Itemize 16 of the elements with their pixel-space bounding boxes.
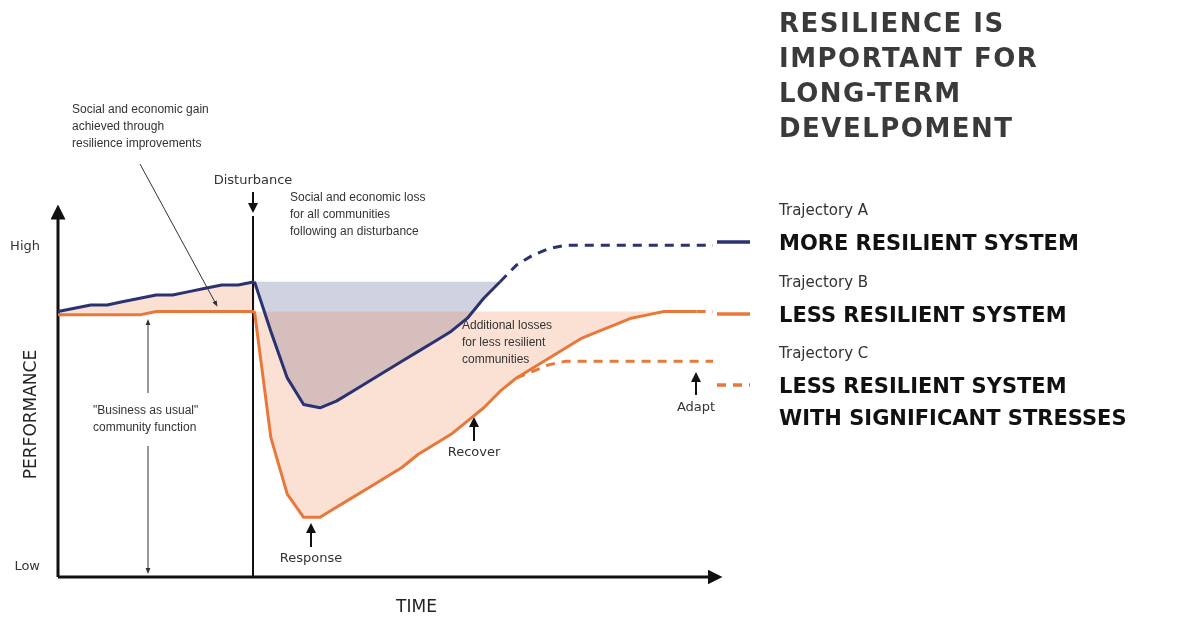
x-axis-title: TIME bbox=[395, 596, 437, 616]
y-axis-title: PERFORMANCE bbox=[20, 349, 40, 480]
text: High bbox=[10, 238, 40, 253]
annotation: Adapt bbox=[676, 399, 716, 414]
annotation: Additional losses for less resilient communities bbox=[462, 318, 553, 366]
text: Social and economic gain achieved through resilience improvements bbox=[72, 102, 209, 150]
legend-label: Trajectory A MORE RESILIENT SYSTEM bbox=[778, 201, 1079, 255]
text: Social and economic loss for all communities following an disturbance bbox=[290, 190, 426, 238]
text: Disturbance bbox=[213, 172, 293, 187]
annotation: Recover bbox=[447, 444, 501, 459]
legend-label: Trajectory B LESS RESILIENT SYSTEM bbox=[778, 273, 1067, 327]
annotation: Response bbox=[279, 550, 343, 565]
legend-label: Trajectory C LESS RESILIENT SYSTEM WITH SIGNIFICANT STRESSES bbox=[778, 344, 1127, 430]
annotation: "Business as usual" community function bbox=[93, 403, 199, 434]
text: Low bbox=[14, 558, 41, 573]
text: RESILIENCE IS IMPORTANT FOR LONG-TERM DEVELPOMENT bbox=[779, 8, 1039, 143]
